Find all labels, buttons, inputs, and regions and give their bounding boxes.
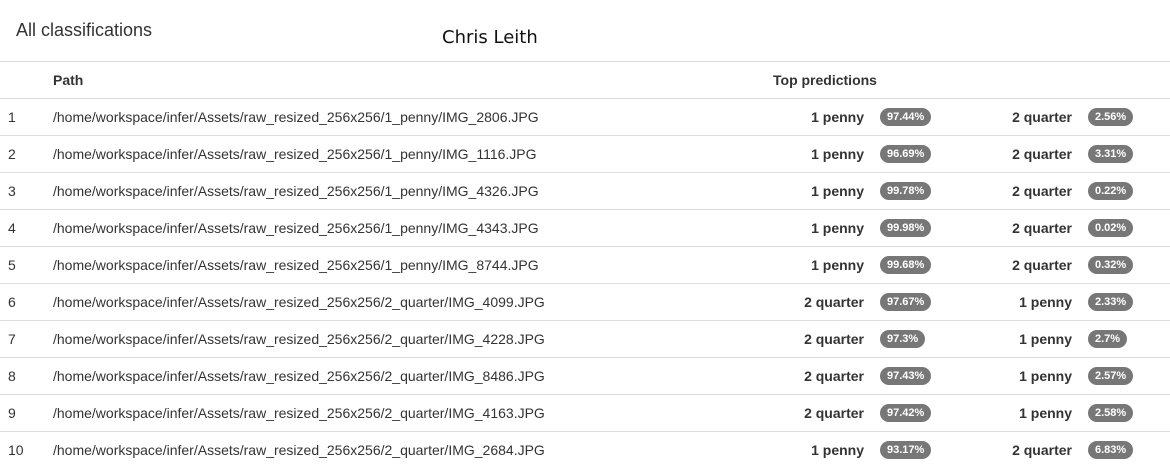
row-path: /home/workspace/infer/Assets/raw_resized…: [53, 357, 773, 395]
prediction-1-badge: 99.68%: [880, 256, 932, 274]
prediction-1-badge: 96.69%: [880, 145, 932, 163]
row-path: /home/workspace/infer/Assets/raw_resized…: [53, 172, 773, 210]
prediction-1-badge: 99.98%: [880, 219, 932, 237]
row-number: 7: [0, 320, 53, 358]
row-number: 1: [0, 98, 53, 136]
table-row: 10 /home/workspace/infer/Assets/raw_resi…: [0, 432, 1170, 465]
row-number: 3: [0, 172, 53, 210]
prediction-2-badge: 2.57%: [1088, 367, 1134, 385]
row-predictions: 1 penny 99.68% 2 quarter 0.32%: [773, 246, 1170, 284]
prediction-2-label: 1 penny: [1019, 368, 1072, 384]
row-number: 8: [0, 357, 53, 395]
table-row: 3 /home/workspace/infer/Assets/raw_resiz…: [0, 172, 1170, 210]
panel-title: All classifications: [16, 20, 153, 40]
prediction-1-label: 1 penny: [811, 146, 864, 162]
panel-heading: All classifications Chris Leith: [0, 0, 1170, 62]
prediction-1-label: 1 penny: [811, 183, 864, 199]
prediction-1-badge: 97.3%: [880, 330, 926, 348]
row-path: /home/workspace/infer/Assets/raw_resized…: [53, 442, 545, 458]
prediction-2-label: 1 penny: [1019, 331, 1072, 347]
classifications-table: Path Top predictions 1 /home/workspace/i…: [0, 62, 1170, 465]
prediction-2-label: 2 quarter: [1012, 220, 1072, 236]
prediction-1-badge: 97.43%: [880, 367, 932, 385]
table-row: 5 /home/workspace/infer/Assets/raw_resiz…: [0, 246, 1170, 284]
prediction-2-badge: 0.22%: [1088, 182, 1134, 200]
prediction-2-label: 1 penny: [1019, 294, 1072, 310]
row-path: /home/workspace/infer/Assets/raw_resized…: [53, 98, 773, 136]
prediction-2-label: 2 quarter: [1012, 146, 1072, 162]
row-number: 6: [0, 283, 53, 321]
table-row: 7 /home/workspace/infer/Assets/raw_resiz…: [0, 320, 1170, 358]
row-number: 9: [0, 394, 53, 432]
prediction-1-label: 2 quarter: [804, 368, 864, 384]
row-predictions: 1 penny 96.69% 2 quarter 3.31%: [773, 135, 1170, 173]
header-path: Path: [53, 62, 773, 99]
table-row: 6 /home/workspace/infer/Assets/raw_resiz…: [0, 283, 1170, 321]
prediction-1-label: 1 penny: [811, 442, 864, 458]
prediction-2-badge: 2.56%: [1088, 108, 1134, 126]
prediction-1-badge: 93.17%: [880, 441, 932, 459]
prediction-2-label: 1 penny: [1019, 405, 1072, 421]
row-number: 10: [8, 442, 24, 458]
prediction-2-label: 2 quarter: [1012, 109, 1072, 125]
row-number: 2: [0, 135, 53, 173]
prediction-2-badge: 2.7%: [1088, 330, 1128, 348]
prediction-2-badge: 6.83%: [1088, 441, 1134, 459]
prediction-2-label: 2 quarter: [1012, 183, 1072, 199]
row-predictions: 2 quarter 97.43% 1 penny 2.57%: [773, 357, 1170, 395]
row-predictions: 1 penny 93.17% 2 quarter 6.83%: [773, 432, 1170, 465]
prediction-2-badge: 0.32%: [1088, 256, 1134, 274]
table-row: 8 /home/workspace/infer/Assets/raw_resiz…: [0, 357, 1170, 395]
prediction-2-badge: 3.31%: [1088, 145, 1134, 163]
row-number: 5: [0, 246, 53, 284]
prediction-2-badge: 2.58%: [1088, 404, 1134, 422]
row-predictions: 1 penny 97.44% 2 quarter 2.56%: [773, 98, 1170, 136]
row-predictions: 2 quarter 97.3% 1 penny 2.7%: [773, 320, 1170, 358]
prediction-1-label: 1 penny: [811, 220, 864, 236]
prediction-2-badge: 2.33%: [1088, 293, 1134, 311]
header-top-predictions: Top predictions: [773, 62, 1170, 99]
prediction-1-badge: 97.44%: [880, 108, 932, 126]
row-path: /home/workspace/infer/Assets/raw_resized…: [53, 135, 773, 173]
header-number: [0, 62, 53, 99]
row-number: 4: [0, 209, 53, 247]
row-path: /home/workspace/infer/Assets/raw_resized…: [53, 320, 773, 358]
prediction-2-badge: 0.02%: [1088, 219, 1134, 237]
table-row: 4 /home/workspace/infer/Assets/raw_resiz…: [0, 209, 1170, 247]
table-header-row: Path Top predictions: [0, 62, 1170, 99]
row-path: /home/workspace/infer/Assets/raw_resized…: [53, 394, 773, 432]
row-path: /home/workspace/infer/Assets/raw_resized…: [53, 209, 773, 247]
table-row: 9 /home/workspace/infer/Assets/raw_resiz…: [0, 394, 1170, 432]
author-name: Chris Leith: [442, 27, 538, 48]
prediction-2-label: 2 quarter: [1012, 257, 1072, 273]
row-path: /home/workspace/infer/Assets/raw_resized…: [53, 246, 773, 284]
prediction-1-badge: 97.42%: [880, 404, 932, 422]
prediction-1-label: 2 quarter: [804, 405, 864, 421]
prediction-1-badge: 99.78%: [880, 182, 932, 200]
table-row: 2 /home/workspace/infer/Assets/raw_resiz…: [0, 135, 1170, 173]
prediction-1-label: 2 quarter: [804, 294, 864, 310]
table-row: 1 /home/workspace/infer/Assets/raw_resiz…: [0, 98, 1170, 136]
row-path: /home/workspace/infer/Assets/raw_resized…: [53, 283, 773, 321]
row-predictions: 2 quarter 97.67% 1 penny 2.33%: [773, 283, 1170, 321]
row-predictions: 1 penny 99.98% 2 quarter 0.02%: [773, 209, 1170, 247]
row-predictions: 1 penny 99.78% 2 quarter 0.22%: [773, 172, 1170, 210]
prediction-2-label: 2 quarter: [1012, 442, 1072, 458]
row-predictions: 2 quarter 97.42% 1 penny 2.58%: [773, 394, 1170, 432]
prediction-1-badge: 97.67%: [880, 293, 932, 311]
prediction-1-label: 1 penny: [811, 109, 864, 125]
prediction-1-label: 1 penny: [811, 257, 864, 273]
prediction-1-label: 2 quarter: [804, 331, 864, 347]
